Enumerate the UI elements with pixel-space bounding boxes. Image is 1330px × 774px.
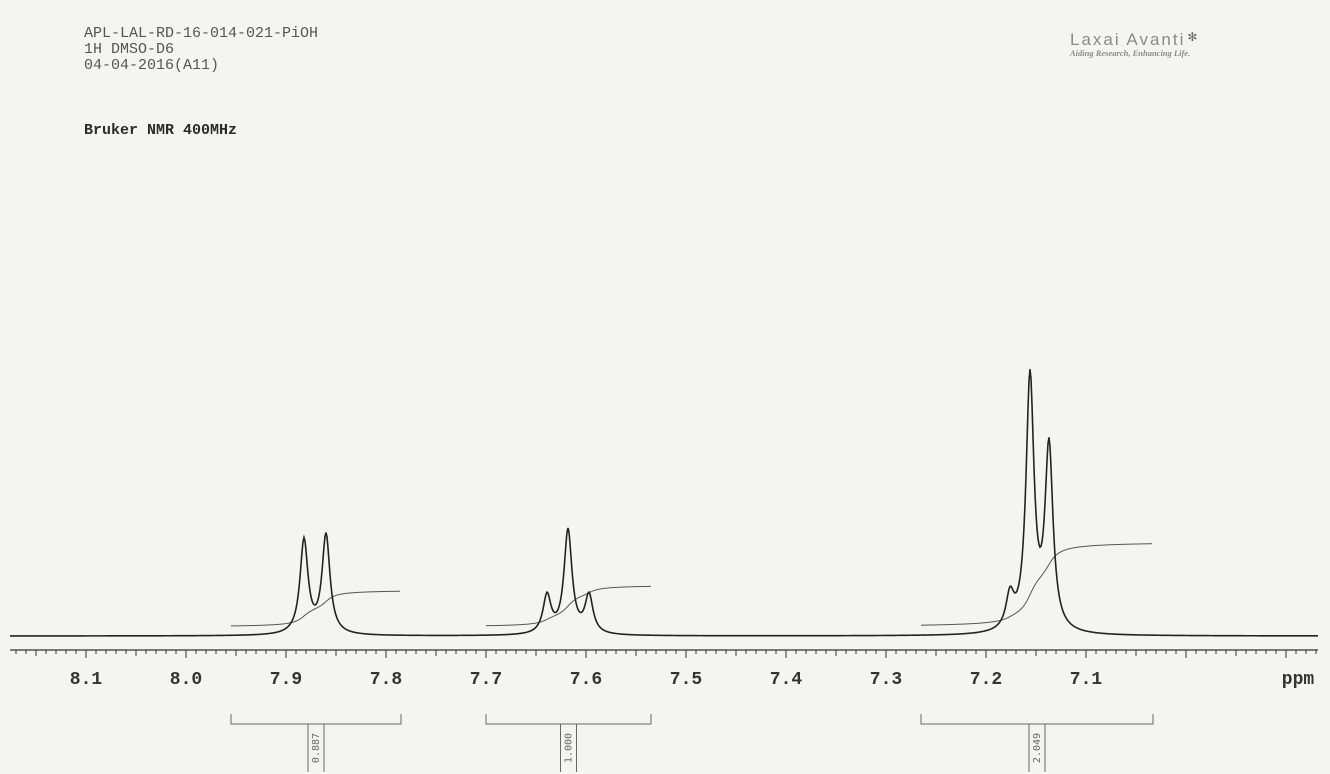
x-tick-label: 8.1 (70, 670, 103, 690)
x-tick-label: 7.3 (870, 670, 902, 690)
x-tick-label: 7.6 (570, 670, 602, 690)
integration-bracket (920, 714, 1154, 772)
logo-tagline: Aiding Research, Enhancing Life. (1070, 48, 1191, 58)
sample-id: APL-LAL-RD-16-014-021-PiOH (84, 25, 319, 42)
spectrum-trace (10, 369, 1318, 637)
integration-group: 0.887 1.000 2.049 (230, 543, 1154, 772)
integration-bracket (485, 714, 652, 772)
integration-value-label: 2.049 (1032, 733, 1043, 763)
integration-bracket (230, 714, 402, 772)
x-tick-label: 7.9 (270, 670, 302, 690)
acquisition-date: 04-04-2016(A11) (84, 57, 220, 74)
x-tick-label: 7.5 (670, 670, 702, 690)
x-tick-label: 7.8 (370, 670, 402, 690)
logo-star-icon: ✻ (1187, 30, 1198, 44)
logo-name: Laxai Avanti (1070, 30, 1186, 49)
integration-value-label: 0.887 (311, 733, 322, 763)
integration-curve (920, 543, 1153, 626)
x-tick-label: 8.0 (170, 670, 202, 690)
x-tick-label: 7.4 (770, 670, 803, 690)
sample-header: APL-LAL-RD-16-014-021-PiOH 1H DMSO-D6 04… (84, 26, 318, 74)
company-logo: Laxai Avanti ✻ Aiding Research, Enhancing… (1070, 30, 1290, 58)
x-tick-label: 7.2 (970, 670, 1002, 690)
integration-curve (230, 590, 401, 627)
experiment-label: 1H DMSO-D6 (84, 41, 175, 58)
integration-value-label: 1.000 (564, 733, 575, 763)
x-tick-label: 7.7 (470, 670, 502, 690)
x-axis-unit-label: ppm (1282, 670, 1315, 690)
instrument-label: Bruker NMR 400MHz (84, 122, 238, 139)
integration-curve (485, 585, 652, 627)
x-axis: 8.1 8.0 7.9 7.8 7.7 7.6 7.5 7.4 7.3 7.2 7.1 ppm (10, 649, 1318, 690)
x-tick-label: 7.1 (1070, 670, 1103, 690)
